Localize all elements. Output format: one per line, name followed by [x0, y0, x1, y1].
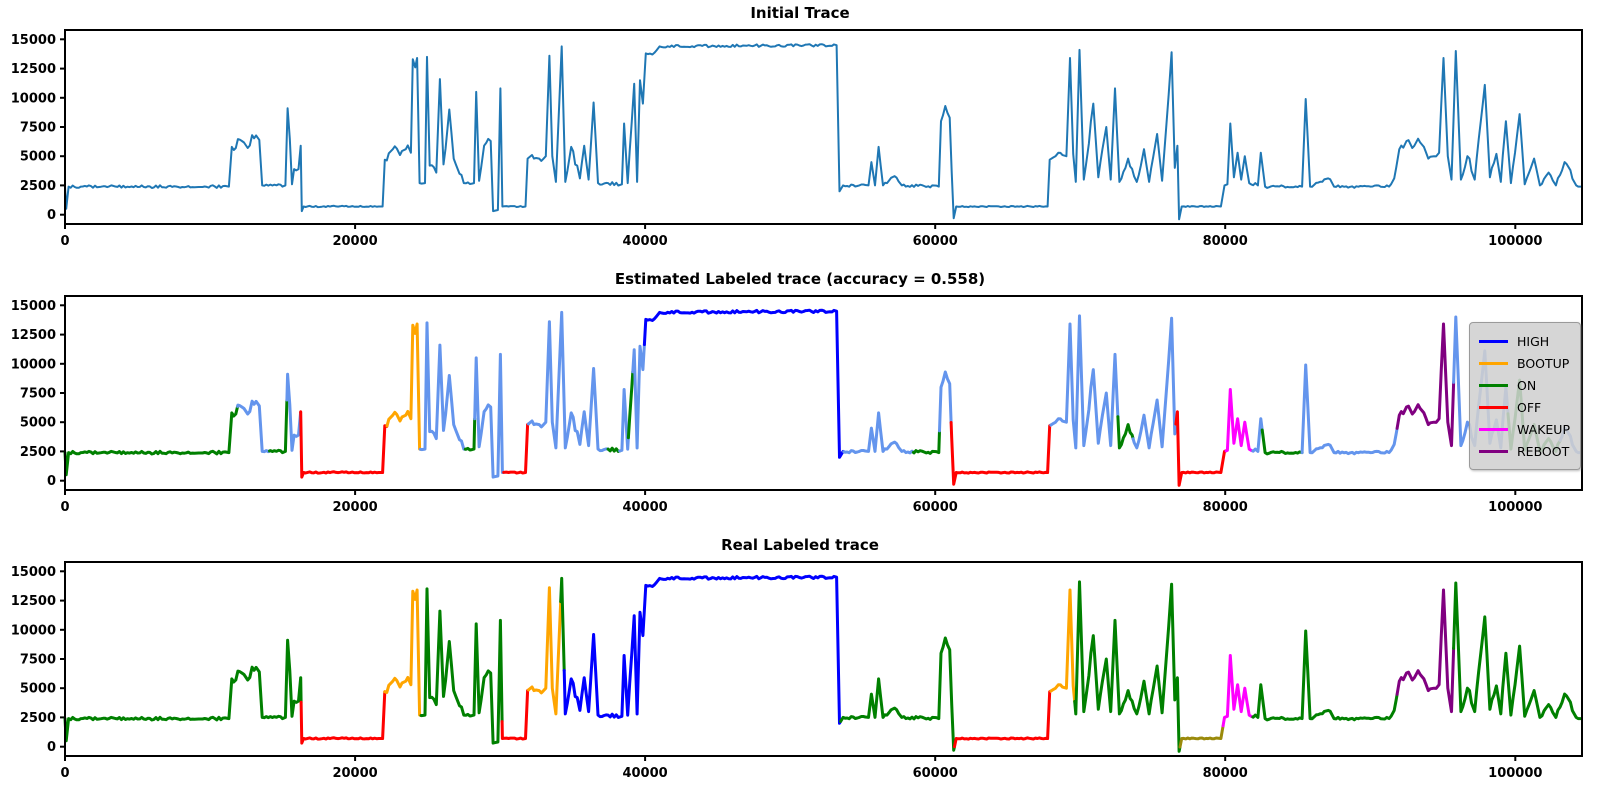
svg-text:80000: 80000 [1203, 766, 1248, 781]
chart-title-real-labeled-trace: Real Labeled trace [721, 536, 879, 554]
svg-text:12500: 12500 [11, 594, 56, 609]
legend-line-swatch [1478, 449, 1508, 453]
svg-text:12500: 12500 [11, 62, 56, 77]
svg-text:60000: 60000 [913, 766, 958, 781]
legend-item-reboot: REBOOT [1478, 440, 1570, 462]
legend-label: ON [1516, 377, 1537, 393]
svg-text:7500: 7500 [20, 653, 56, 668]
legend-label: WAKEUP [1516, 421, 1570, 437]
svg-text:20000: 20000 [332, 766, 377, 781]
legend-item-off: OFF [1478, 396, 1570, 418]
legend-item-high: HIGH [1478, 330, 1570, 352]
svg-text:80000: 80000 [1203, 234, 1248, 249]
real-labeled-trace-plot-canvas: 0 20000 40000 60000 80000 100000 0 2500 5000 7500… [11, 561, 1583, 781]
legend-line-swatch [1478, 427, 1508, 431]
svg-text:2500: 2500 [20, 711, 56, 726]
svg-text:0: 0 [60, 234, 69, 249]
svg-text:40000: 40000 [622, 766, 667, 781]
svg-text:0: 0 [47, 740, 56, 755]
svg-text:20000: 20000 [332, 500, 377, 515]
svg-text:15000: 15000 [11, 33, 56, 48]
subplot-estimated-labeled-trace: Estimated Labeled trace (accuracy = 0.55… [0, 266, 1600, 532]
legend-line-swatch [1478, 361, 1508, 365]
svg-text:5000: 5000 [20, 150, 56, 165]
svg-text:2500: 2500 [20, 179, 56, 194]
legend-item-on: ON [1478, 374, 1570, 396]
svg-text:100000: 100000 [1488, 766, 1542, 781]
svg-text:10000: 10000 [11, 357, 56, 372]
chart-title-estimated-labeled-trace: Estimated Labeled trace (accuracy = 0.55… [614, 270, 986, 288]
svg-text:100000: 100000 [1488, 234, 1542, 249]
legend: HIGH BOOTUP ON OFF WAKEUP REBOOT [1468, 322, 1581, 470]
svg-text:5000: 5000 [20, 682, 56, 697]
svg-text:2500: 2500 [20, 445, 56, 460]
legend-line-swatch [1478, 405, 1508, 409]
svg-text:12500: 12500 [11, 328, 56, 343]
svg-text:40000: 40000 [622, 234, 667, 249]
svg-text:10000: 10000 [11, 623, 56, 638]
legend-label: REBOOT [1516, 443, 1570, 459]
svg-text:80000: 80000 [1203, 500, 1248, 515]
svg-text:0: 0 [60, 500, 69, 515]
svg-text:5000: 5000 [20, 416, 56, 431]
chart-title-initial-trace: Initial Trace [750, 4, 850, 22]
estimated-labeled-trace-plot-canvas: 0 20000 40000 60000 80000 100000 0 2500 5000 7500… [11, 295, 1583, 515]
svg-text:7500: 7500 [20, 387, 56, 402]
svg-text:60000: 60000 [913, 234, 958, 249]
legend-line-swatch [1478, 339, 1508, 343]
svg-text:100000: 100000 [1488, 500, 1542, 515]
subplot-real-labeled-trace: Real Labeled trace 0 20000 40000 60000 80000… [0, 532, 1600, 798]
svg-text:20000: 20000 [332, 234, 377, 249]
legend-label: HIGH [1516, 333, 1550, 349]
svg-text:7500: 7500 [20, 121, 56, 136]
svg-text:0: 0 [47, 474, 56, 489]
svg-text:60000: 60000 [913, 500, 958, 515]
legend-line-swatch [1478, 383, 1508, 387]
initial-trace-plot-canvas: 0 20000 40000 60000 80000 100000 0 2500 5000 7500… [11, 29, 1583, 249]
svg-text:0: 0 [60, 766, 69, 781]
svg-text:0: 0 [47, 208, 56, 223]
svg-text:10000: 10000 [11, 91, 56, 106]
legend-label: BOOTUP [1516, 355, 1570, 371]
svg-text:15000: 15000 [11, 565, 56, 580]
subplot-initial-trace: Initial Trace 0 20000 40000 60000 80000 10000… [0, 0, 1600, 266]
legend-item-bootup: BOOTUP [1478, 352, 1570, 374]
svg-text:40000: 40000 [622, 500, 667, 515]
legend-label: OFF [1516, 399, 1542, 415]
legend-item-wakeup: WAKEUP [1478, 418, 1570, 440]
svg-text:15000: 15000 [11, 299, 56, 314]
